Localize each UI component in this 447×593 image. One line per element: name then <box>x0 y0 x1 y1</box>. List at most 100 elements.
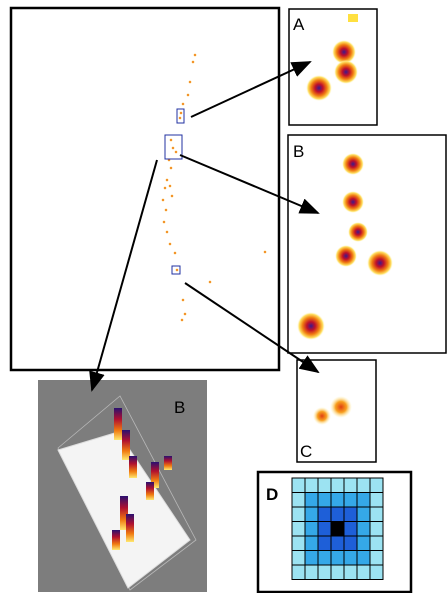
pixel <box>305 478 318 493</box>
pixel <box>331 522 344 537</box>
pixel <box>344 493 357 508</box>
pixel <box>292 507 305 522</box>
spot <box>173 251 177 255</box>
pixel <box>370 565 383 580</box>
spot <box>313 407 331 425</box>
pixel <box>370 551 383 566</box>
spot <box>348 14 358 22</box>
spot <box>330 396 352 418</box>
spot <box>168 184 172 188</box>
pixel <box>318 522 331 537</box>
panel-label: B <box>174 398 185 417</box>
pixel <box>305 493 318 508</box>
page: A B C B D (() => { const data = JSON.par… <box>0 0 447 593</box>
peak <box>112 530 120 550</box>
spot <box>168 242 172 246</box>
spot <box>193 53 197 57</box>
pixel <box>331 507 344 522</box>
pixel <box>344 507 357 522</box>
pixel <box>370 536 383 551</box>
spot <box>171 146 175 150</box>
pixel-grid <box>292 478 383 580</box>
spot <box>191 60 195 64</box>
spot <box>342 191 364 213</box>
spot <box>297 312 325 340</box>
pixel <box>357 478 370 493</box>
spot <box>169 166 173 170</box>
spot <box>348 222 368 242</box>
peak <box>114 408 122 440</box>
peak <box>146 482 154 500</box>
pixel <box>292 478 305 493</box>
figure: A B C B D <box>0 0 447 593</box>
pixel <box>344 522 357 537</box>
spot <box>335 245 357 267</box>
spot <box>170 194 174 198</box>
pixel <box>331 536 344 551</box>
pixel <box>331 565 344 580</box>
main-panel <box>11 8 279 370</box>
pixel <box>292 536 305 551</box>
pixel <box>318 565 331 580</box>
spot <box>180 318 184 322</box>
pixel <box>305 536 318 551</box>
pixel <box>331 478 344 493</box>
pixel <box>318 493 331 508</box>
panel-label: C <box>300 442 312 461</box>
peak <box>164 456 172 470</box>
pixel <box>357 522 370 537</box>
spot <box>164 208 168 212</box>
pixel <box>292 522 305 537</box>
spot <box>162 220 166 224</box>
spot <box>183 312 187 316</box>
spot <box>181 298 185 302</box>
spot <box>165 230 169 234</box>
pixel <box>305 522 318 537</box>
spot <box>334 60 358 84</box>
spot <box>263 250 267 254</box>
pixel <box>370 522 383 537</box>
pixel <box>318 507 331 522</box>
spot <box>163 186 167 190</box>
pixel <box>344 478 357 493</box>
pixel <box>305 565 318 580</box>
pixel <box>344 565 357 580</box>
spot <box>174 150 178 154</box>
spot <box>175 268 179 272</box>
pixel <box>357 565 370 580</box>
pixel <box>305 551 318 566</box>
panel-label: D <box>266 485 278 504</box>
pixel <box>318 551 331 566</box>
peak <box>126 514 134 542</box>
spot <box>342 153 364 175</box>
pixel <box>344 536 357 551</box>
spot <box>181 102 185 106</box>
spot <box>165 178 169 182</box>
pixel <box>370 478 383 493</box>
pixel <box>318 478 331 493</box>
spot <box>367 250 393 276</box>
panel-label: A <box>293 15 305 34</box>
pixel <box>344 551 357 566</box>
spot <box>208 280 212 284</box>
pixel <box>370 493 383 508</box>
spot <box>161 198 165 202</box>
pixel <box>331 493 344 508</box>
pixel <box>331 551 344 566</box>
spot <box>186 93 190 97</box>
pixel <box>318 536 331 551</box>
pixel <box>292 565 305 580</box>
pixel <box>357 551 370 566</box>
spot <box>178 116 182 120</box>
peak <box>129 456 137 478</box>
pixel <box>305 507 318 522</box>
pixel <box>292 493 305 508</box>
peak <box>122 430 130 460</box>
panel-label: B <box>293 142 304 161</box>
pixel <box>370 507 383 522</box>
pixel <box>357 493 370 508</box>
spot <box>306 75 332 101</box>
spot <box>179 111 183 115</box>
spot <box>169 138 173 142</box>
pixel <box>357 507 370 522</box>
